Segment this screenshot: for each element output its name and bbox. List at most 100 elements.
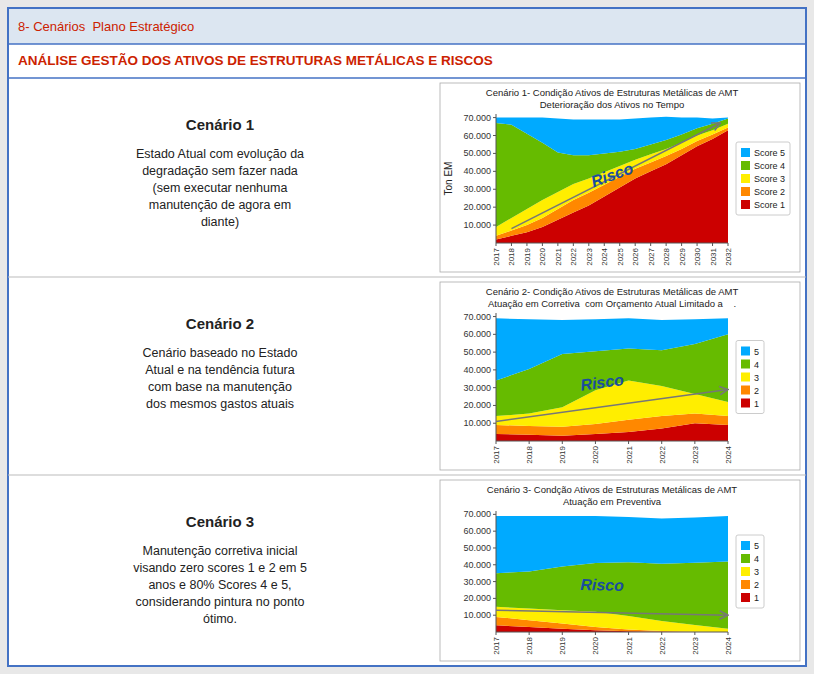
legend-swatch xyxy=(741,200,750,209)
x-tick-label: 2032 xyxy=(724,247,733,265)
x-tick-label: 2030 xyxy=(693,247,702,265)
chart-title: Cenário 1- Condição Ativos de Estruturas… xyxy=(486,87,739,98)
description-line: degradação sem fazer nada xyxy=(142,164,298,178)
y-tick xyxy=(493,171,496,172)
x-tick xyxy=(661,441,662,444)
x-tick-label: 2021 xyxy=(625,445,634,463)
risk-annotation: Risco xyxy=(579,371,625,394)
y-tick-label: 70.000 xyxy=(463,113,491,123)
y-tick xyxy=(493,189,496,190)
arrow-annotation xyxy=(496,610,728,615)
x-tick xyxy=(694,441,695,444)
y-tick-label: 40.000 xyxy=(463,560,491,570)
legend-label: Score 5 xyxy=(754,148,785,158)
x-tick xyxy=(694,632,695,635)
x-tick-label: 2025 xyxy=(616,247,625,265)
x-tick xyxy=(573,243,574,246)
area-series xyxy=(496,318,728,380)
legend-label: 5 xyxy=(754,347,759,357)
y-tick xyxy=(493,564,496,565)
chart-subtitle: Atuação em Preventiva xyxy=(563,496,662,507)
y-tick-label: 70.000 xyxy=(463,312,491,322)
legend-swatch xyxy=(741,360,750,369)
y-tick xyxy=(493,352,496,353)
y-tick xyxy=(493,423,496,424)
x-tick-label: 2024 xyxy=(724,445,733,463)
x-tick xyxy=(650,243,651,246)
x-tick-label: 2018 xyxy=(525,445,534,463)
y-tick xyxy=(493,581,496,582)
x-tick-label: 2027 xyxy=(647,247,656,265)
x-tick xyxy=(562,441,563,444)
area-series xyxy=(496,516,728,573)
legend-box xyxy=(736,142,790,215)
y-tick-label: 20.000 xyxy=(463,400,491,410)
x-tick xyxy=(595,441,596,444)
x-tick-label: 2026 xyxy=(631,247,640,265)
description-line: (sem executar nenhuma xyxy=(153,181,288,195)
page-canvas: 8- Cenários Plano EstratégicoANÁLISE GES… xyxy=(0,0,814,674)
y-tick-label: 50.000 xyxy=(463,148,491,158)
scenario-heading: Cenário 2 xyxy=(186,315,254,332)
x-tick-label: 2022 xyxy=(658,636,667,654)
x-tick xyxy=(661,632,662,635)
x-tick-label: 2020 xyxy=(591,636,600,654)
y-tick-label: 20.000 xyxy=(463,593,491,603)
y-tick xyxy=(493,153,496,154)
legend-label: Score 3 xyxy=(754,174,785,184)
y-tick xyxy=(493,598,496,599)
arrow-annotation xyxy=(511,123,720,229)
chart-title: Cenário 2- Condição Ativos de Estruturas… xyxy=(486,286,739,297)
y-tick xyxy=(493,531,496,532)
x-tick xyxy=(619,243,620,246)
scenario-description: Manutenção corretiva inicial visando zero… xyxy=(133,544,307,626)
x-axis-line xyxy=(496,441,728,442)
x-tick-label: 2017 xyxy=(492,247,501,265)
x-tick xyxy=(628,441,629,444)
legend-label: 2 xyxy=(754,386,759,396)
y-tick-label: 30.000 xyxy=(463,184,491,194)
x-tick-label: 2021 xyxy=(625,636,634,654)
y-tick-label: 50.000 xyxy=(463,347,491,357)
legend-label: Score 4 xyxy=(754,161,785,171)
x-tick-label: 2023 xyxy=(585,247,594,265)
description-line: Estado Atual com evolução da xyxy=(136,147,304,161)
description-line: dos mesmos gastos atuais xyxy=(146,397,294,411)
x-tick-label: 2031 xyxy=(709,247,718,265)
y-tick-label: 20.000 xyxy=(463,202,491,212)
chart-box xyxy=(440,282,800,470)
y-tick-label: 10.000 xyxy=(463,220,491,230)
x-tick xyxy=(542,243,543,246)
legend-swatch xyxy=(741,347,750,356)
y-tick-label: 60.000 xyxy=(463,329,491,339)
y-axis-label: Ton EM xyxy=(443,162,454,196)
x-tick-label: 2018 xyxy=(507,247,516,265)
y-tick xyxy=(493,369,496,370)
header-bar xyxy=(9,9,805,44)
y-tick-label: 70.000 xyxy=(463,509,491,519)
description-line: visando zero scores 1 e 2 em 5 xyxy=(133,561,307,575)
x-tick-label: 2019 xyxy=(523,247,532,265)
x-tick xyxy=(529,632,530,635)
legend-swatch xyxy=(741,187,750,196)
page-subtitle: ANÁLISE GESTÃO DOS ATIVOS DE ESTRUTURAS … xyxy=(18,53,493,68)
x-tick xyxy=(511,243,512,246)
scenario-heading: Cenário 1 xyxy=(186,116,254,133)
legend-box xyxy=(736,341,764,414)
x-tick-label: 2019 xyxy=(558,636,567,654)
legend-swatch xyxy=(741,541,750,550)
x-tick-label: 2020 xyxy=(591,445,600,463)
legend-swatch xyxy=(741,386,750,395)
x-tick xyxy=(496,632,497,635)
description-line: Manutenção corretiva inicial xyxy=(143,544,298,558)
x-axis-line xyxy=(496,243,728,244)
legend-swatch xyxy=(741,373,750,382)
y-tick xyxy=(493,547,496,548)
x-tick xyxy=(496,243,497,246)
legend-box xyxy=(736,535,764,608)
x-tick-label: 2024 xyxy=(600,247,609,265)
x-tick xyxy=(728,243,729,246)
y-tick xyxy=(493,334,496,335)
legend-swatch xyxy=(741,554,750,563)
x-tick-label: 2021 xyxy=(554,247,563,265)
